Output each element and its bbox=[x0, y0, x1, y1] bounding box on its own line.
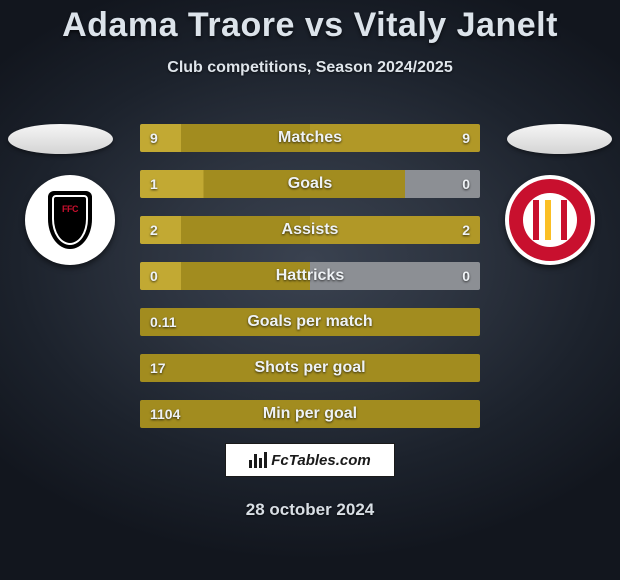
page-title: Adama Traore vs Vitaly Janelt bbox=[0, 0, 620, 45]
bar-left-fill bbox=[140, 170, 405, 198]
bar-right-fill bbox=[310, 124, 480, 152]
bars-icon bbox=[249, 452, 267, 468]
club-badge-right bbox=[505, 175, 595, 265]
bar-row: 99Matches bbox=[140, 124, 480, 152]
bar-left-fill bbox=[140, 354, 480, 382]
bar-right-fill bbox=[310, 262, 480, 290]
bar-left-fill bbox=[140, 262, 310, 290]
brentford-crest-icon bbox=[509, 179, 591, 261]
bar-row: 0.11Goals per match bbox=[140, 308, 480, 336]
bar-left-fill bbox=[140, 216, 310, 244]
bar-row: 10Goals bbox=[140, 170, 480, 198]
comparison-bars: 99Matches 10Goals 22Assists 00Hattricks 0.11… bbox=[140, 124, 480, 446]
date-label: 28 october 2024 bbox=[0, 500, 620, 520]
player-left-ellipse bbox=[8, 124, 113, 154]
bar-row: 22Assists bbox=[140, 216, 480, 244]
bar-row: 17Shots per goal bbox=[140, 354, 480, 382]
branding-box: FcTables.com bbox=[225, 443, 395, 477]
fulham-crest-icon: FFC bbox=[48, 191, 92, 249]
club-badge-left: FFC bbox=[25, 175, 115, 265]
player-right-ellipse bbox=[507, 124, 612, 154]
bar-left-fill bbox=[140, 400, 480, 428]
page-subtitle: Club competitions, Season 2024/2025 bbox=[0, 59, 620, 77]
branding-text: FcTables.com bbox=[271, 452, 370, 469]
bar-row: 00Hattricks bbox=[140, 262, 480, 290]
bar-left-fill bbox=[140, 308, 480, 336]
bar-right-fill bbox=[405, 170, 480, 198]
bar-row: 1104Min per goal bbox=[140, 400, 480, 428]
bar-right-fill bbox=[310, 216, 480, 244]
bar-left-fill bbox=[140, 124, 310, 152]
